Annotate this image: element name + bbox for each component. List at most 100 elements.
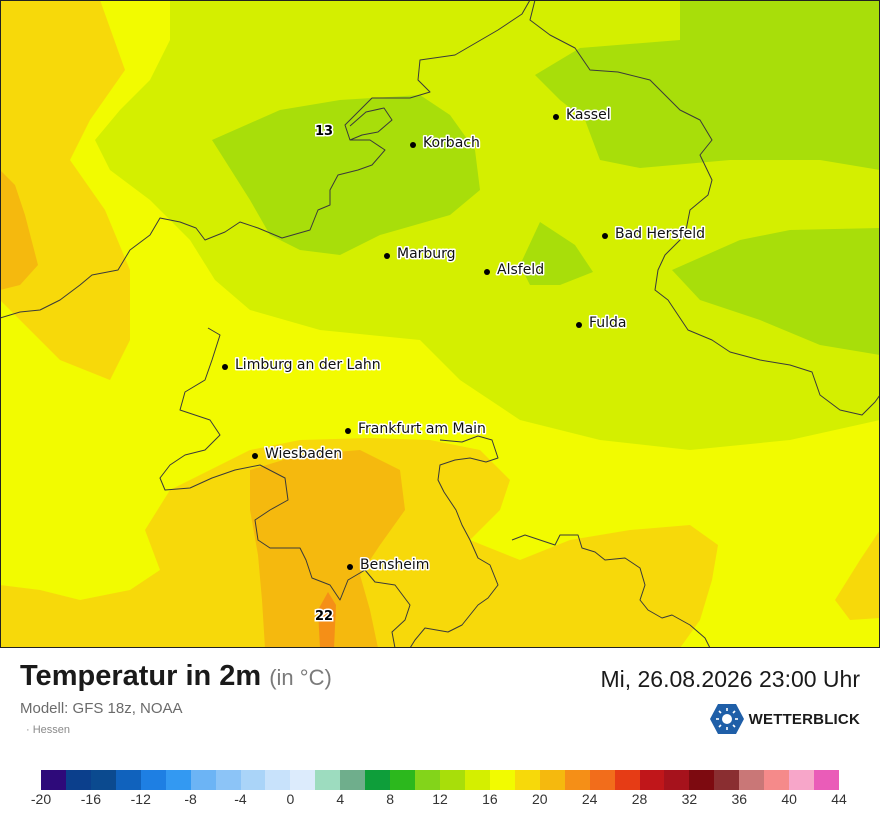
model-info: Modell: GFS 18z, NOAA <box>20 700 183 717</box>
city-name: Marburg <box>397 246 456 262</box>
city-korbach[interactable]: Korbach <box>410 134 481 153</box>
city-marker <box>553 114 559 120</box>
city-marker <box>602 233 608 239</box>
legend-swatch <box>614 770 640 790</box>
city-frankfurt[interactable]: Frankfurt am Main <box>345 420 487 439</box>
brand-name: WETTERBLICK <box>748 710 860 728</box>
legend-swatch <box>190 770 216 790</box>
state-borders <box>0 0 880 648</box>
temp-zone-20-se <box>835 530 880 620</box>
unit-text: (in °C) <box>269 665 332 690</box>
city-name: Limburg an der Lahn <box>235 357 381 373</box>
temp-zone-24-spot <box>318 592 336 648</box>
legend-tick-label: -16 <box>80 791 101 807</box>
legend-labels: -20 -16 -12 -8 -4 0 4 8 12 16 20 24 28 32 36 40 44 <box>0 791 880 811</box>
city-bensheim[interactable]: Bensheim <box>347 556 431 575</box>
city-name: Korbach <box>423 135 480 151</box>
legend-swatch <box>240 770 266 790</box>
color-legend <box>41 770 839 790</box>
legend-tick-label: 32 <box>681 791 698 807</box>
city-fulda[interactable]: Fulda <box>576 314 628 333</box>
legend-tick-label: 28 <box>631 791 648 807</box>
legend-tick-label: 24 <box>581 791 598 807</box>
region-tag: · Hessen <box>26 724 71 736</box>
legend-swatch <box>714 770 740 790</box>
city-marker <box>384 253 390 259</box>
city-kassel[interactable]: Kassel <box>553 106 612 125</box>
city-marker <box>345 428 351 434</box>
city-name: Bad Hersfeld <box>615 226 705 242</box>
legend-swatch <box>315 770 341 790</box>
city-marker <box>484 269 490 275</box>
legend-swatch <box>440 770 465 790</box>
legend-swatch <box>489 770 515 790</box>
legend-swatch <box>215 770 241 790</box>
city-marburg[interactable]: Marburg <box>384 245 457 264</box>
legend-swatch <box>415 770 440 790</box>
map-title: Temperatur in 2m (in °C) <box>20 660 332 693</box>
temperature-map[interactable]: Kassel Korbach Bad Hersfeld Marburg Alsf… <box>0 0 880 648</box>
city-name: Bensheim <box>360 557 429 573</box>
legend-swatch <box>140 770 166 790</box>
title-text: Temperatur in 2m <box>20 660 262 692</box>
temp-zone-14-east <box>535 0 880 170</box>
city-name: Wiesbaden <box>265 446 342 462</box>
legend-swatch <box>764 770 790 790</box>
legend-swatch <box>789 770 815 790</box>
legend-swatch <box>165 770 191 790</box>
city-marker <box>347 564 353 570</box>
legend-swatch <box>689 770 715 790</box>
legend-swatch <box>464 770 490 790</box>
city-name: Kassel <box>566 107 611 123</box>
legend-swatch <box>115 770 141 790</box>
city-marker <box>222 364 228 370</box>
legend-swatch <box>65 770 91 790</box>
legend-tick-label: -20 <box>30 791 52 807</box>
legend-tick-label: 12 <box>432 791 448 807</box>
forecast-datetime: Mi, 26.08.2026 23:00 Uhr <box>600 666 860 692</box>
city-alsfeld[interactable]: Alsfeld <box>484 261 546 280</box>
legend-swatch <box>514 770 540 790</box>
legend-swatch <box>390 770 416 790</box>
legend-tick-label: 36 <box>731 791 748 807</box>
temp-zone-16b <box>300 0 340 20</box>
legend-swatch <box>90 770 116 790</box>
temp-zone-22-west <box>0 170 38 290</box>
map-svg: Kassel Korbach Bad Hersfeld Marburg Alsf… <box>0 0 880 648</box>
temp-zone-14-se <box>672 228 880 355</box>
legend-tick-label: 16 <box>482 791 498 807</box>
legend-swatch <box>664 770 690 790</box>
city-wiesbaden[interactable]: Wiesbaden <box>252 445 344 464</box>
legend-swatch <box>739 770 765 790</box>
legend-tick-label: 8 <box>386 791 395 807</box>
wetterblick-logo-icon <box>709 704 744 734</box>
city-marker <box>252 453 258 459</box>
legend-tick-label: 40 <box>781 791 797 807</box>
legend-tick-label: 4 <box>336 791 345 807</box>
map-footer: Temperatur in 2m (in °C) Modell: GFS 18z,… <box>0 648 880 830</box>
legend-tick-label: -4 <box>234 791 247 807</box>
city-name: Frankfurt am Main <box>358 421 486 437</box>
temp-zone-20-west <box>0 0 130 380</box>
temp-zone-14-center <box>520 222 593 285</box>
legend-swatch <box>265 770 291 790</box>
city-name: Alsfeld <box>497 262 544 278</box>
legend-swatch <box>589 770 615 790</box>
legend-swatch <box>564 770 590 790</box>
legend-swatch <box>814 770 839 790</box>
legend-tick-label: 0 <box>286 791 295 807</box>
legend-swatch <box>41 770 66 790</box>
min-temp-label: 13 <box>315 124 333 139</box>
max-temp-label: 22 <box>315 609 333 624</box>
city-marker <box>576 322 582 328</box>
brand-logo[interactable]: WETTERBLICK <box>709 703 860 735</box>
legend-swatch <box>290 770 316 790</box>
city-limburg[interactable]: Limburg an der Lahn <box>222 356 382 375</box>
legend-tick-label: -12 <box>130 791 151 807</box>
city-bad-hersfeld[interactable]: Bad Hersfeld <box>602 225 707 244</box>
temp-zone-14-north <box>212 95 480 255</box>
legend-swatch <box>639 770 665 790</box>
legend-swatch <box>539 770 565 790</box>
legend-tick-label: 20 <box>531 791 548 807</box>
legend-swatch <box>340 770 366 790</box>
